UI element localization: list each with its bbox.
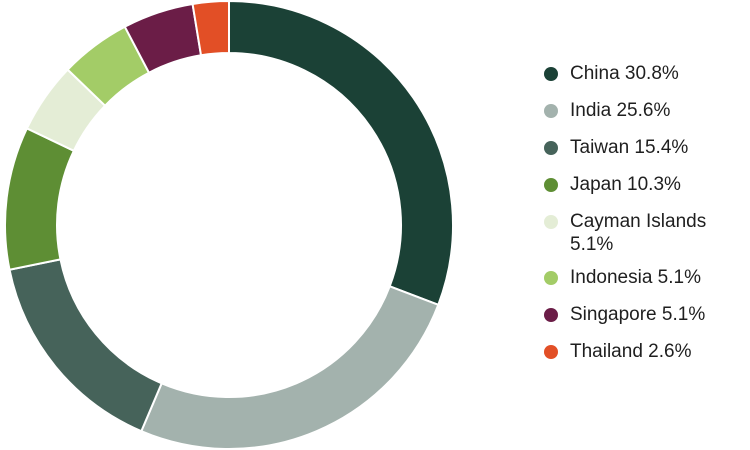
legend-label-india: India 25.6% — [570, 100, 671, 121]
slice-taiwan — [8, 258, 163, 433]
legend-label-china: China 30.8% — [570, 63, 679, 84]
legend-swatch-japan — [544, 178, 558, 192]
slice-japan — [4, 127, 76, 271]
slice-india — [140, 285, 440, 450]
legend-item-indonesia: Indonesia 5.1% — [540, 266, 745, 289]
slice-thailand — [191, 0, 230, 57]
legend-label-japan: Japan 10.3% — [570, 174, 681, 195]
legend-item-china: China 30.8% — [540, 62, 745, 85]
legend-swatch-indonesia — [544, 271, 558, 285]
legend-item-india: India 25.6% — [540, 99, 745, 122]
legend-label-cayman-islands: Cayman Islands 5.1% — [570, 211, 707, 255]
legend-swatch-india — [544, 104, 558, 118]
legend-item-singapore: Singapore 5.1% — [540, 303, 745, 326]
legend-swatch-singapore — [544, 308, 558, 322]
chart-legend: China 30.8% India 25.6% Taiwan 15.4% Jap… — [540, 62, 745, 377]
legend-item-taiwan: Taiwan 15.4% — [540, 136, 745, 159]
legend-swatch-china — [544, 67, 558, 81]
legend-item-thailand: Thailand 2.6% — [540, 340, 745, 363]
legend-item-cayman-islands: Cayman Islands 5.1% — [540, 210, 745, 256]
legend-label-taiwan: Taiwan 15.4% — [570, 137, 689, 158]
legend-swatch-cayman-islands — [544, 215, 558, 229]
legend-swatch-thailand — [544, 345, 558, 359]
legend-label-indonesia: Indonesia 5.1% — [570, 267, 701, 288]
legend-item-japan: Japan 10.3% — [540, 173, 745, 196]
legend-swatch-taiwan — [544, 141, 558, 155]
slice-china — [228, 0, 454, 307]
legend-label-singapore: Singapore 5.1% — [570, 304, 706, 325]
legend-label-thailand: Thailand 2.6% — [570, 341, 692, 362]
donut-plot — [4, 0, 454, 450]
